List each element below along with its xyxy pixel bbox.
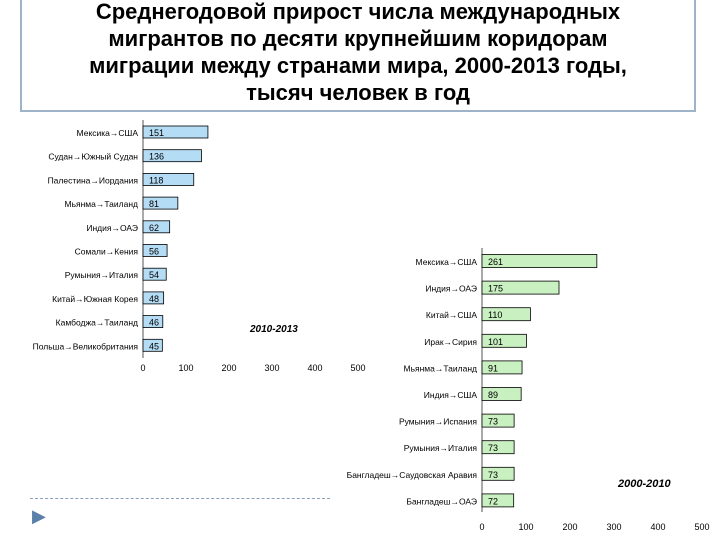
- data-label: 73: [488, 470, 498, 480]
- category-label: Мьянма→Таиланд: [64, 199, 138, 209]
- title-line: мигрантов по десяти крупнейшим коридорам: [108, 26, 608, 51]
- category-label: Румыния→Италия: [65, 270, 139, 280]
- bar: [142, 125, 209, 139]
- data-label: 54: [149, 270, 159, 280]
- title-line: Среднегодовой прирост числа международны…: [95, 0, 621, 24]
- data-label: 81: [149, 199, 159, 209]
- category-label: Бангладеш→ОАЭ: [406, 496, 477, 506]
- category-label: Мексика→США: [416, 257, 478, 267]
- data-label: 62: [149, 223, 159, 233]
- slide-title: Среднегодовой прирост числа международны…: [20, 0, 696, 112]
- next-arrow-icon: ▶: [32, 506, 46, 526]
- x-tick-label: 300: [264, 363, 279, 373]
- bar: [481, 493, 515, 508]
- x-tick-label: 0: [140, 363, 145, 373]
- category-label: Индия→ОАЭ: [86, 223, 138, 233]
- category-label: Сомали→Кения: [75, 247, 139, 257]
- bar: [481, 307, 531, 322]
- category-label: Китай→США: [426, 310, 477, 320]
- x-tick-label: 100: [178, 363, 193, 373]
- bar: [142, 149, 202, 163]
- category-label: Камбоджа→Таиланд: [56, 318, 138, 328]
- bar: [481, 387, 522, 401]
- x-tick-label: 200: [562, 522, 577, 532]
- data-label: 73: [488, 443, 498, 453]
- bar: [481, 466, 515, 481]
- category-label: Мексика→США: [77, 128, 139, 138]
- data-label: 56: [149, 247, 159, 257]
- title-line: миграции между странами мира, 2000-2013 …: [89, 53, 627, 78]
- x-tick-label: 0: [479, 522, 484, 532]
- category-label: Китай→Южная Корея: [52, 294, 138, 304]
- bar: [142, 291, 165, 305]
- data-label: 110: [488, 310, 502, 320]
- bar: [481, 413, 515, 428]
- data-label: 261: [488, 257, 503, 267]
- category-label: Румыния→Италия: [404, 443, 478, 453]
- data-label: 136: [149, 152, 164, 162]
- category-label: Индия→ОАЭ: [425, 284, 477, 294]
- data-label: 72: [488, 496, 498, 506]
- bar: [142, 220, 171, 234]
- x-tick-label: 300: [606, 522, 621, 532]
- bar: [481, 254, 598, 268]
- x-tick-label: 200: [221, 363, 236, 373]
- bar: [481, 333, 527, 348]
- x-tick-label: 400: [307, 363, 322, 373]
- data-label: 101: [488, 337, 503, 347]
- data-label: 73: [488, 417, 498, 427]
- data-label: 151: [149, 128, 164, 138]
- bar: [142, 338, 163, 352]
- data-label: 91: [488, 363, 498, 373]
- bar: [481, 360, 523, 375]
- category-label: Индия→США: [424, 390, 478, 400]
- category-label: Судан→Южный Судан: [48, 152, 138, 162]
- chart-title: 2000-2010: [617, 478, 671, 490]
- data-label: 48: [149, 294, 159, 304]
- data-label: 118: [149, 175, 163, 185]
- category-label: Ирак→Сирия: [424, 337, 477, 347]
- x-tick-label: 500: [694, 522, 709, 532]
- bar: [481, 280, 560, 295]
- x-tick-label: 400: [650, 522, 665, 532]
- data-label: 45: [149, 341, 159, 351]
- category-label: Румыния→Испания: [399, 417, 477, 427]
- decorative-divider: [30, 498, 330, 500]
- x-tick-label: 100: [518, 522, 533, 532]
- data-label: 46: [149, 318, 159, 328]
- data-label: 175: [488, 284, 503, 294]
- category-label: Мьянма→Таиланд: [403, 363, 477, 373]
- title-line: тысяч человек в год: [246, 80, 470, 105]
- category-label: Польша→Великобритания: [33, 341, 139, 351]
- bar: [142, 315, 164, 329]
- bar: [142, 196, 179, 210]
- bar: [142, 267, 167, 281]
- bar: [481, 440, 515, 455]
- bar: [142, 244, 168, 257]
- x-tick-label: 500: [350, 363, 365, 373]
- category-label: Палестина→Иордания: [48, 175, 139, 185]
- bar: [142, 172, 195, 186]
- data-label: 89: [488, 390, 498, 400]
- chart-title: 2010-2013: [249, 324, 298, 335]
- category-label: Бангладеш→Саудовская Аравия: [347, 470, 478, 480]
